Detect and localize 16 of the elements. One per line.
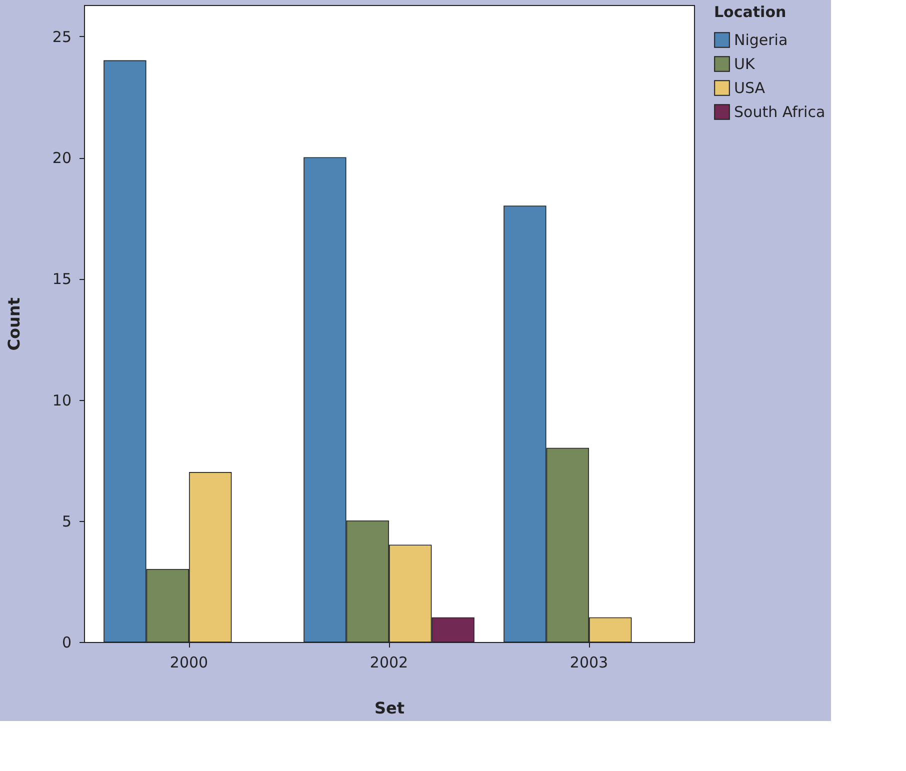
x-tick-label: 2003 (570, 654, 608, 672)
legend-label: South Africa (734, 103, 826, 121)
y-tick-label: 15 (52, 270, 72, 288)
y-tick-label: 10 (52, 391, 72, 410)
y-tick-label: 0 (62, 634, 72, 652)
y-tick-label: 25 (52, 28, 72, 46)
y-tick-label: 5 (62, 512, 72, 530)
legend-label: Nigeria (734, 31, 788, 49)
legend-label: UK (734, 55, 756, 73)
legend-title: Location (714, 3, 786, 21)
x-tick-label: 2000 (170, 654, 208, 672)
y-tick-label: 20 (52, 149, 72, 168)
legend-label: USA (734, 79, 766, 97)
y-axis-title: Count (4, 297, 24, 351)
x-axis-title: Set (374, 698, 405, 718)
x-tick-label: 2002 (370, 654, 408, 672)
